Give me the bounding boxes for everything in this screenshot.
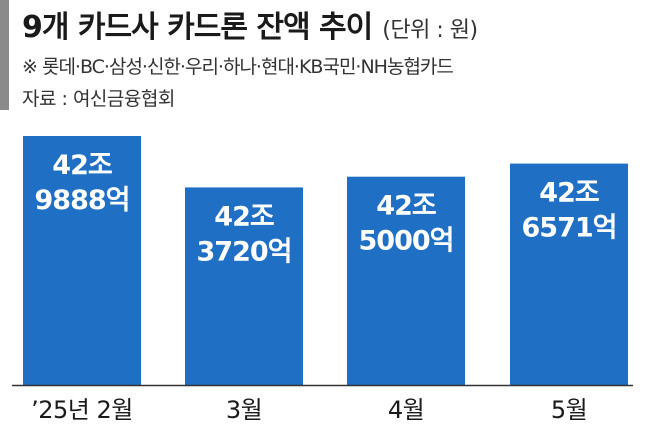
data-label-4-line-2: 6571억 xyxy=(522,213,617,244)
bar-2 xyxy=(185,187,303,385)
x-tick-label-1: ’25년 2월 xyxy=(31,396,133,424)
data-label-2-line-1: 42조 xyxy=(214,201,274,232)
bar-4 xyxy=(510,163,628,385)
chart-title: 9개 카드사 카드론 잔액 추이 xyxy=(22,10,373,45)
x-tick-label-3: 4월 xyxy=(388,396,424,424)
chart-header: 9개 카드사 카드론 잔액 추이 (단위 : 원) ※ 롯데·BC·삼성·신한·… xyxy=(22,2,646,111)
x-tick-label-2: 3월 xyxy=(226,396,262,424)
data-label-3-line-2: 5000억 xyxy=(359,226,454,257)
data-label-4-line-1: 42조 xyxy=(539,178,599,209)
title-accent-bar xyxy=(0,0,9,110)
x-tick-label-4: 5월 xyxy=(551,396,587,424)
data-label-1-line-2: 9888억 xyxy=(35,185,130,216)
unit-label: (단위 : 원) xyxy=(382,18,478,43)
bar-3 xyxy=(347,176,465,385)
data-label-2-line-2: 3720억 xyxy=(197,236,292,267)
chart-note: ※ 롯데·BC·삼성·신한·우리·하나·현대·KB국민·NH농협카드 xyxy=(22,56,454,78)
data-label-3-line-1: 42조 xyxy=(376,191,436,222)
chart-source: 자료 : 여신금융협회 xyxy=(22,88,175,110)
data-label-1-line-1: 42조 xyxy=(52,150,112,181)
bar-1 xyxy=(23,136,141,385)
title-row: 9개 카드사 카드론 잔액 추이 (단위 : 원) xyxy=(22,2,646,46)
